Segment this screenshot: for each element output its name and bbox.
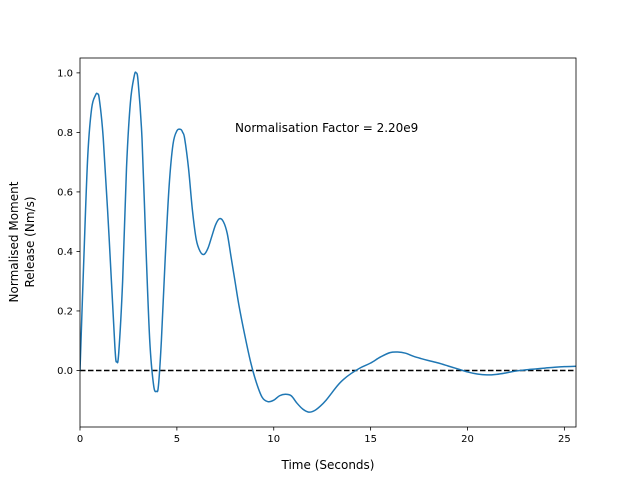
y-axis-label-line-2: Release (Nm/s): [23, 196, 37, 287]
plot-area: [80, 58, 576, 427]
x-tick-label: 25: [558, 434, 571, 445]
y-axis-label: Normalised Moment Release (Nm/s): [7, 181, 37, 302]
annotation-normalisation-factor: Normalisation Factor = 2.20e9: [235, 121, 418, 135]
y-axis-label-line-1: Normalised Moment: [7, 181, 21, 302]
x-tick-label: 5: [174, 434, 180, 445]
y-tick-label: 0.8: [57, 128, 73, 139]
x-ticks: 0 5 10 15 20 25: [77, 427, 571, 445]
y-tick-label: 0.6: [57, 187, 73, 198]
y-tick-label: 1.0: [57, 68, 73, 79]
series-line: [80, 71, 576, 413]
series-layer: [80, 71, 576, 413]
y-tick-label: 0.4: [57, 247, 73, 258]
y-tick-label: 0.2: [57, 306, 73, 317]
y-tick-label: 0.0: [57, 366, 73, 377]
x-axis-label: Time (Seconds): [281, 458, 375, 472]
y-ticks: 0.0 0.2 0.4 0.6 0.8 1.0: [57, 68, 80, 377]
x-tick-label: 15: [364, 434, 377, 445]
x-tick-label: 0: [77, 434, 83, 445]
plot-frame: [79, 57, 577, 428]
x-tick-label: 10: [267, 434, 280, 445]
x-tick-label: 20: [461, 434, 474, 445]
